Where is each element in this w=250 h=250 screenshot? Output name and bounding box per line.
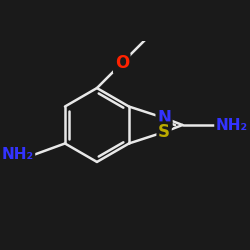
Text: N: N (157, 109, 171, 127)
Text: NH₂: NH₂ (2, 147, 34, 162)
Text: O: O (115, 54, 129, 72)
Text: NH₂: NH₂ (216, 118, 248, 132)
Text: S: S (158, 123, 170, 141)
